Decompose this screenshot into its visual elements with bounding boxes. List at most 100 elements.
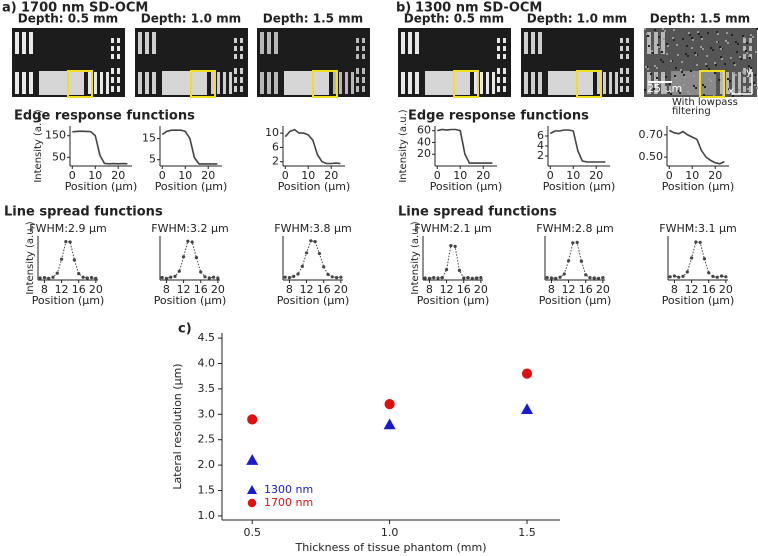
- pattern-bar: [117, 68, 120, 74]
- roi-box: [576, 70, 602, 98]
- pattern-bar: [603, 72, 606, 94]
- pattern-bar: [408, 72, 412, 94]
- x-axis-label: Position (µm): [32, 294, 105, 307]
- curve: [285, 240, 341, 279]
- y-tick-label: 4.5: [198, 331, 216, 344]
- pattern-bar: [234, 86, 237, 92]
- speckle: [662, 61, 664, 63]
- x-tick-label: 1.5: [518, 526, 536, 539]
- data-point: [719, 274, 724, 278]
- data-point: [668, 275, 672, 279]
- x-tick-label: 16: [194, 283, 208, 296]
- x-tick-label: 0: [69, 169, 76, 182]
- y-tick-label: 150: [45, 129, 66, 142]
- x-tick-label: 8: [286, 283, 293, 296]
- data-point: [94, 276, 98, 280]
- pattern-bar: [240, 46, 243, 51]
- data-point: [672, 274, 677, 278]
- x-axis-label: Position (µm): [278, 180, 351, 193]
- data-point: [160, 276, 164, 280]
- speckle: [733, 62, 735, 64]
- image-title: Depth: 1.5 mm: [650, 12, 750, 26]
- speckle: [670, 93, 672, 95]
- pattern-bar: [274, 72, 278, 94]
- speckle: [677, 54, 679, 56]
- speckle: [708, 68, 710, 70]
- chart-title: FWHM:2.8 µm: [536, 222, 613, 235]
- data-point: [55, 271, 59, 275]
- data-point: [313, 240, 317, 244]
- speckle: [693, 75, 695, 77]
- pattern-bar: [503, 68, 506, 74]
- data-point: [462, 276, 466, 280]
- pattern-bar: [620, 68, 623, 74]
- data-point: [545, 276, 549, 280]
- x-tick-label: 8: [426, 283, 433, 296]
- chart-title: FWHM:2.1 µm: [414, 222, 491, 235]
- pattern-bar: [260, 32, 264, 54]
- data-point: [169, 275, 173, 279]
- panel-title: 1300 nm SD-OCM: [415, 1, 542, 16]
- pattern-bar: [138, 72, 142, 94]
- data-point: [68, 240, 72, 244]
- speckle: [674, 75, 676, 77]
- data-point: [190, 240, 194, 244]
- data-point: [203, 275, 207, 279]
- x-tick-label: 10: [178, 169, 192, 182]
- speckle: [743, 37, 745, 39]
- speckle: [741, 94, 743, 96]
- pattern-bar: [720, 72, 723, 94]
- y-tick-label: 1.0: [198, 509, 216, 522]
- data-point: [177, 269, 181, 273]
- data-point: [453, 244, 457, 248]
- data-point: [681, 274, 685, 278]
- data-point: [427, 276, 432, 280]
- data-point: [677, 275, 681, 279]
- y-tick-label: 1.5: [198, 484, 216, 497]
- data-point: [309, 239, 313, 243]
- speckle: [748, 65, 750, 67]
- oct-image: [398, 28, 511, 98]
- speckle: [707, 32, 709, 34]
- scale-bar-label: 25 µm: [647, 82, 682, 95]
- speckle: [679, 92, 681, 94]
- y-tick-label: 3.5: [198, 382, 216, 395]
- speckle: [754, 84, 756, 86]
- pattern-bar: [362, 38, 365, 43]
- y-tick-label: 0.70: [639, 128, 664, 141]
- data-point: [584, 273, 588, 277]
- y-tick-label: 2: [537, 149, 544, 162]
- data-point: [702, 257, 707, 261]
- speckle: [666, 53, 668, 55]
- pattern-bar: [620, 86, 623, 92]
- pattern-bar: [152, 32, 156, 54]
- y-tick-label: 40: [417, 135, 431, 148]
- data-point: [562, 272, 566, 276]
- x-tick-label: 20: [111, 169, 125, 182]
- speckle: [656, 77, 658, 79]
- pattern-bar: [356, 86, 359, 92]
- chart-title: FWHM:3.2 µm: [151, 222, 228, 235]
- image-title: Depth: 1.0 mm: [141, 12, 241, 26]
- y-tick-label: 4.0: [198, 356, 216, 369]
- speckle: [664, 30, 666, 32]
- marker-triangle: [521, 403, 534, 415]
- speckle: [687, 91, 689, 93]
- data-point: [689, 256, 694, 260]
- data-point: [436, 276, 440, 280]
- x-axis-label: Position (µm): [155, 180, 228, 193]
- pattern-bar: [497, 68, 500, 74]
- speckle: [700, 46, 702, 48]
- pattern-bar: [538, 72, 542, 94]
- speckle: [719, 46, 721, 48]
- pattern-bar: [22, 72, 26, 94]
- speckle: [654, 65, 656, 67]
- pattern-bar: [524, 72, 528, 94]
- x-axis-label: Position (µm): [277, 294, 350, 307]
- roi-box: [699, 70, 725, 98]
- pattern-bar: [738, 72, 741, 94]
- data-point: [449, 244, 453, 248]
- curve: [162, 240, 218, 279]
- speckle: [705, 63, 707, 65]
- pattern-bar: [117, 46, 120, 51]
